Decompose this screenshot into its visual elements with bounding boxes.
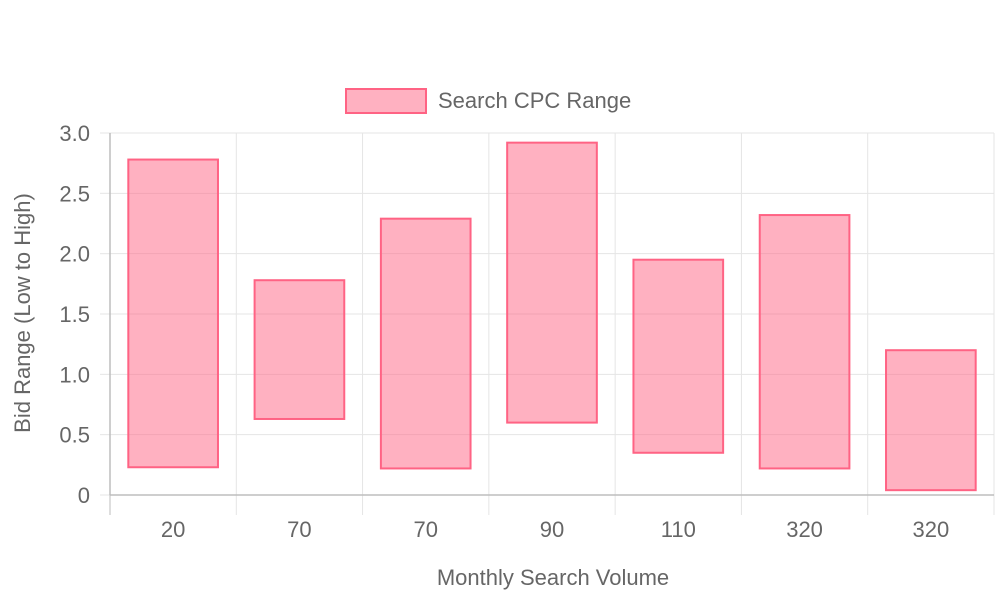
x-tick-label: 320	[786, 517, 823, 542]
y-tick-label: 1.5	[59, 302, 90, 327]
y-tick-label: 2.0	[59, 242, 90, 267]
bar-3[interactable]	[506, 141, 598, 424]
x-tick-label: 110	[661, 517, 696, 542]
y-tick-label: 3.0	[59, 121, 90, 146]
axes	[109, 133, 994, 496]
bar-5[interactable]	[758, 214, 851, 470]
y-axis-title: Bid Range (Low to High)	[10, 193, 35, 433]
x-tick-label: 70	[287, 517, 311, 542]
y-tick-label: 0	[78, 483, 90, 508]
x-tick-label: 70	[413, 517, 437, 542]
x-tick-label: 320	[912, 517, 949, 542]
bar-4[interactable]	[632, 258, 725, 454]
bar-6[interactable]	[885, 349, 977, 492]
bar-1[interactable]	[253, 279, 346, 420]
bar-0[interactable]	[127, 158, 219, 469]
x-tick-label: 20	[161, 517, 185, 542]
legend[interactable]: Search CPC Range	[345, 88, 631, 114]
y-tick-label: 1.0	[59, 362, 90, 387]
bar-2[interactable]	[379, 217, 472, 470]
x-tick-label: 90	[540, 517, 564, 542]
y-tick-label: 2.5	[59, 181, 90, 206]
bars	[127, 141, 977, 492]
y-tick-label: 0.5	[59, 423, 90, 448]
legend-swatch	[345, 88, 427, 114]
legend-label: Search CPC Range	[438, 88, 631, 113]
tick-labels: 0 0.5 1.0 1.5 2.0 2.5 3.0 20 70 70 90 110 320 320	[59, 121, 949, 542]
x-axis-title: Monthly Search Volume	[437, 565, 669, 590]
